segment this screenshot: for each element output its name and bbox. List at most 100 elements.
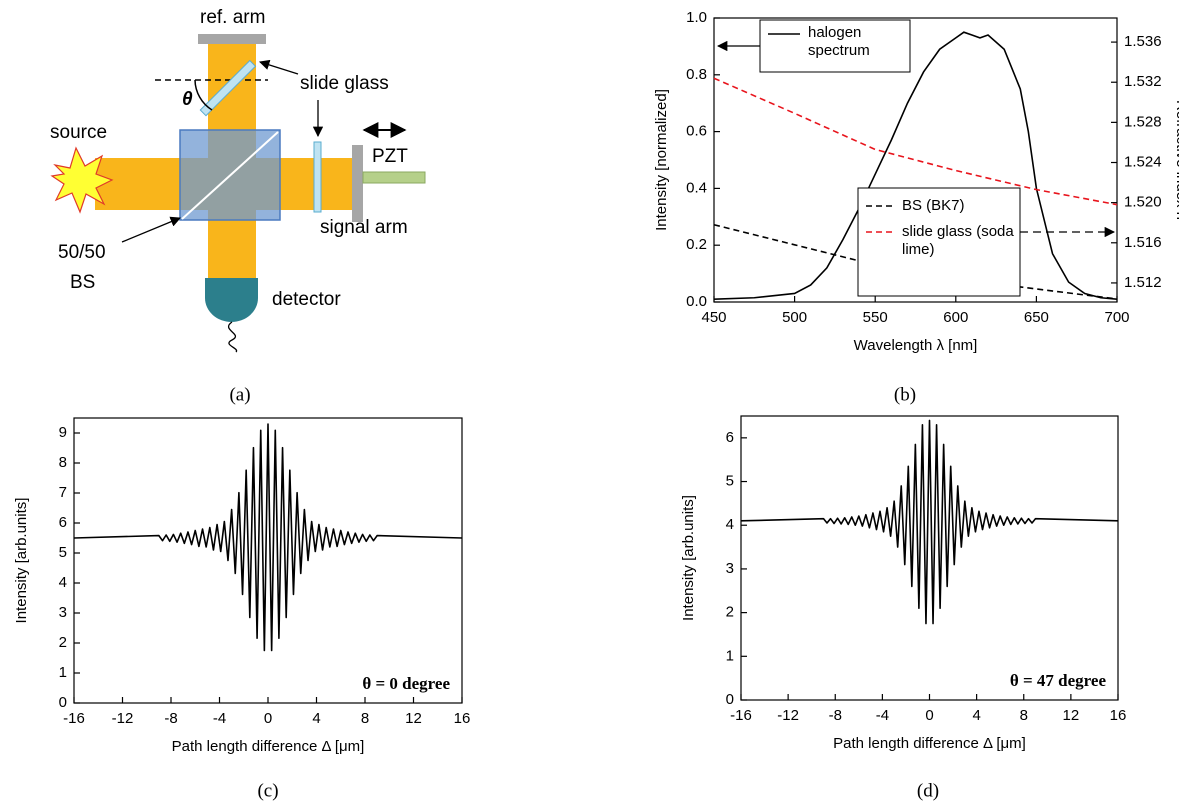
signal-slide-glass [313,141,322,213]
y-tick-label: 4 [59,574,67,591]
source-star [50,146,114,214]
x-tick-label: 12 [1063,707,1080,724]
x-tick-label: -8 [164,710,177,727]
series-line [73,423,463,652]
legend-label-box: slide glass (soda lime) [902,223,1014,258]
y-tick-label: 1 [726,647,734,664]
series-line [713,31,1118,300]
x-tick-label: -16 [63,710,85,727]
y-tick-label: 8 [59,454,67,471]
caption: (d) [917,780,939,801]
plot-frame [713,17,1118,303]
y2-tick-label: 1.532 [1124,73,1162,90]
series-line [713,77,1118,206]
y2-tick-label: 1.512 [1124,274,1162,291]
x-tick-label: 4 [972,707,980,724]
x-tick-label: 0 [925,707,933,724]
detector-cable [227,321,238,353]
signal-arm-label: signal arm [320,217,408,238]
legend-label: BS (BK7) [902,197,965,214]
y-tick-label: 0 [726,691,734,708]
x-tick-label: -4 [213,710,226,727]
caption: (b) [894,384,916,405]
x-tick-label: 16 [1110,707,1127,724]
annotation: θ = 0 degree [362,674,450,693]
ref-mirror [198,34,266,44]
detector [205,278,258,322]
caption: (c) [257,780,278,801]
x-tick-label: 650 [1024,309,1049,326]
y-tick-label: 2 [59,634,67,651]
x-tick-label: 8 [1020,707,1028,724]
y-axis-label: Intensity [normalized] [653,89,670,231]
legend-box [759,19,911,73]
y-tick-label: 1.0 [686,9,707,26]
pzt-rod [362,171,426,184]
y-tick-label: 3 [726,560,734,577]
y-tick-label: 6 [726,429,734,446]
bs-label-line: BS [70,272,95,293]
y-tick-label: 0.0 [686,293,707,310]
x-tick-label: 4 [312,710,320,727]
y-tick-label: 4 [726,516,734,533]
x-tick-label: 550 [863,309,888,326]
x-tick-label: 8 [361,710,369,727]
ref-arm-label: ref. arm [200,7,265,28]
y-tick-label: 6 [59,514,67,531]
y-tick-label: 0.6 [686,123,707,140]
x-tick-label: -4 [876,707,889,724]
y-tick-label: 1 [59,664,67,681]
y-tick-label: 0.4 [686,179,707,196]
source-label: source [50,122,107,143]
y2-tick-label: 1.524 [1124,153,1162,170]
y-tick-label: 9 [59,424,67,441]
x-tick-label: -8 [829,707,842,724]
theta-arc [194,79,213,111]
x-tick-label: 700 [1104,309,1129,326]
bs-label-line: 50/50 [58,242,106,263]
splitter-surface [181,131,279,220]
y-tick-label: 3 [59,604,67,621]
x-tick-label: 500 [782,309,807,326]
y-axis-label: Intensity [arb.units] [680,495,697,621]
y2-tick-label: 1.536 [1124,33,1162,50]
legend-label: halogen spectrum [808,24,870,59]
y-tick-label: 7 [59,484,67,501]
slide-pointer-ref [259,59,299,75]
pzt-mirror [352,145,363,222]
slide-glass-label: slide glass [300,73,389,94]
setup-diagram: θ ref. arm slide glass PZT signal arm so… [50,7,426,353]
x-tick-label: -12 [112,710,134,727]
series-line [740,419,1119,625]
legend-box [857,187,1021,297]
x-tick-label: 16 [454,710,471,727]
x-tick-label: -16 [730,707,752,724]
x-axis-label: Wavelength λ [nm] [854,337,978,354]
x-tick-label: 450 [701,309,726,326]
x-tick-label: 12 [405,710,422,727]
detector-label: detector [272,289,341,310]
caption: (a) [229,384,250,405]
y2-tick-label: 1.516 [1124,234,1162,251]
bs-pointer [121,216,181,243]
y-tick-label: 5 [726,473,734,490]
y-tick-label: 5 [59,544,67,561]
x-axis-label: Path length difference Δ [μm] [172,738,365,755]
y2-axis-label: Refractive index n [1173,100,1179,220]
y2-tick-label: 1.528 [1124,113,1162,130]
x-tick-label: 600 [943,309,968,326]
legend-label: slide glass (soda lime) [902,223,1014,258]
series-line [713,223,1118,300]
legend-label-box: halogen spectrum [808,24,870,59]
y2-tick-label: 1.520 [1124,194,1162,211]
x-tick-label: 0 [264,710,272,727]
theta-label: θ [182,89,193,110]
ref-slide-glass [199,59,257,117]
annotation: θ = 47 degree [1010,671,1107,690]
legend-label-box: BS (BK7) [902,197,965,214]
y-axis-label: Intensity [arb.units] [13,498,30,624]
y-tick-label: 0.2 [686,236,707,253]
y-tick-label: 2 [726,604,734,621]
y-tick-label: 0 [59,694,67,711]
